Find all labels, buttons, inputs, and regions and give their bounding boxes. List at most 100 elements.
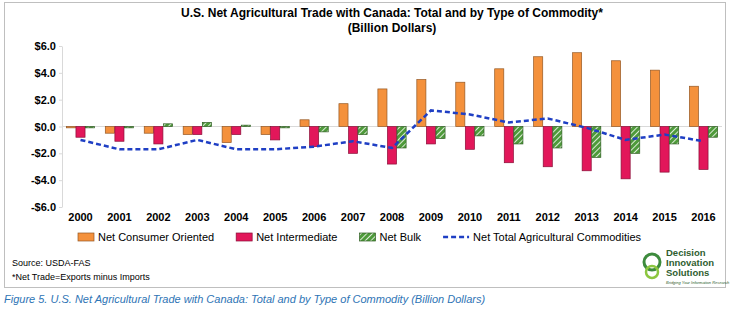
x-tick: 2013	[574, 211, 598, 223]
bar	[310, 127, 319, 147]
y-tick-mark	[59, 73, 62, 74]
bar	[534, 57, 543, 127]
x-tick: 2010	[458, 211, 482, 223]
legend-label: Net Bulk	[380, 231, 422, 243]
plot	[62, 53, 722, 179]
bar	[612, 61, 621, 127]
y-tick-label: $4.0	[35, 67, 56, 79]
y-tick: $0.0	[35, 121, 62, 133]
x-tick-label: 2000	[68, 211, 92, 223]
bar	[426, 127, 435, 144]
bar	[650, 70, 659, 126]
x-tick-label: 2014	[613, 211, 638, 223]
x-tick: 2004	[224, 211, 249, 223]
bar	[573, 53, 582, 127]
legend-swatch	[236, 233, 252, 241]
x-tick: 2012	[536, 211, 560, 223]
source: Source: USDA-FAS	[12, 258, 91, 268]
legend-label: Net Total Agricultural Commodities	[473, 231, 641, 243]
x-tick-label: 2005	[263, 211, 287, 223]
bar	[115, 127, 124, 142]
bar	[86, 127, 95, 128]
y-tick-label: -$4.0	[31, 174, 56, 186]
x-tick-label: 2009	[419, 211, 443, 223]
bar	[631, 127, 640, 154]
bar	[699, 127, 708, 170]
legend-item: Net Intermediate	[236, 231, 337, 243]
bar	[183, 127, 192, 135]
bar	[76, 127, 85, 138]
y-tick-label: -$2.0	[31, 147, 56, 159]
legend-label: Net Consumer Oriented	[98, 231, 214, 243]
bar	[582, 127, 591, 171]
x-tick-label: 2003	[185, 211, 209, 223]
legend-label: Net Intermediate	[256, 231, 337, 243]
note: *Net Trade=Exports minus Imports	[12, 272, 150, 282]
y-tick-mark	[59, 153, 62, 154]
x-tick: 2009	[419, 211, 443, 223]
x-axis: 2000 2001 2002 2003 2004 2005 2006 2007 2008 2009…	[68, 211, 715, 223]
x-tick: 2014	[613, 211, 638, 223]
x-tick-label: 2015	[652, 211, 676, 223]
x-tick: 2001	[107, 211, 131, 223]
y-axis: -$6.0-$4.0-$2.0$0.0$2.0$4.0$6.0	[31, 40, 63, 213]
x-tick-label: 2013	[574, 211, 598, 223]
bar	[105, 127, 114, 134]
x-tick-label: 2016	[691, 211, 715, 223]
bar	[475, 127, 484, 136]
legend-item: Net Consumer Oriented	[78, 231, 214, 243]
y-tick-mark	[59, 180, 62, 181]
x-tick-label: 2002	[146, 211, 170, 223]
x-tick-label: 2001	[107, 211, 131, 223]
x-tick: 2015	[652, 211, 676, 223]
bar	[504, 127, 513, 163]
bar	[193, 127, 202, 135]
y-tick-label: $0.0	[35, 121, 56, 133]
x-tick: 2003	[185, 211, 209, 223]
bar	[465, 127, 474, 150]
y-tick-label: $6.0	[35, 40, 56, 52]
y-tick-mark	[59, 127, 62, 128]
title: U.S. Net Agricultural Trade with Canada:…	[181, 6, 603, 20]
x-tick: 2006	[302, 211, 326, 223]
bar	[689, 86, 698, 126]
x-tick: 2008	[380, 211, 404, 223]
bar	[543, 127, 552, 167]
bar	[154, 127, 163, 144]
logo-icon	[646, 266, 658, 278]
bar	[553, 127, 562, 148]
y-tick-mark	[59, 207, 62, 208]
y-tick-label: $2.0	[35, 94, 56, 106]
bar	[709, 127, 718, 138]
legend-swatch	[78, 233, 94, 241]
legend-swatch	[443, 236, 469, 239]
bar	[300, 120, 309, 127]
legend: Net Consumer Oriented Net Intermediate Net…	[78, 231, 642, 243]
y-tick: $2.0	[35, 94, 62, 106]
logo: DecisionInnovationSolutionsBridging Your…	[644, 247, 730, 285]
bar	[241, 125, 250, 126]
bar	[495, 69, 504, 127]
x-tick-label: 2011	[497, 211, 521, 223]
bar	[163, 124, 172, 127]
subtitle: (Billion Dollars)	[348, 21, 437, 35]
x-tick: 2007	[341, 211, 365, 223]
legend-item: Net Total Agricultural Commodities	[443, 231, 641, 243]
frame	[5, 3, 726, 288]
bar	[319, 127, 328, 132]
bar-series	[76, 127, 708, 179]
bar	[261, 127, 270, 135]
x-tick-label: 2010	[458, 211, 482, 223]
y-tick-mark	[59, 100, 62, 101]
logo-text: Solutions	[666, 267, 709, 278]
chart: U.S. Net Agricultural Trade with Canada:…	[0, 0, 730, 310]
x-tick: 2011	[497, 211, 521, 223]
x-tick: 2005	[263, 211, 287, 223]
bar	[66, 127, 75, 128]
bar	[202, 122, 211, 126]
bar	[339, 104, 348, 127]
x-tick: 2000	[68, 211, 92, 223]
bar	[436, 127, 445, 139]
x-tick-label: 2007	[341, 211, 365, 223]
bar	[280, 127, 289, 128]
